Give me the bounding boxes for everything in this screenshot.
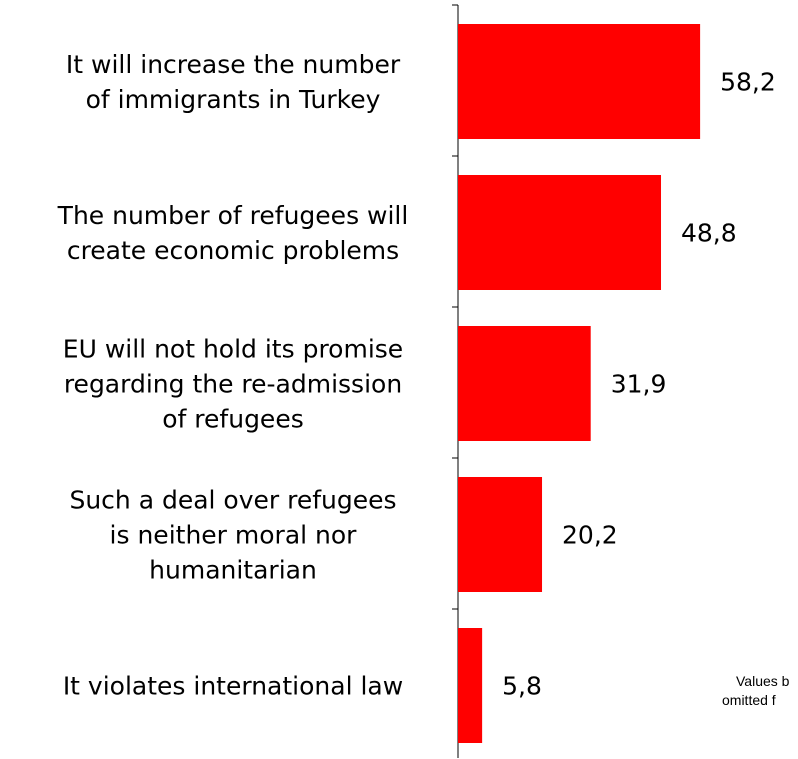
bar — [458, 477, 543, 592]
bars — [458, 24, 701, 743]
data-label: 48,8 — [681, 219, 737, 248]
bar — [458, 628, 483, 743]
category-label: EU will not hold its promise regarding th… — [63, 335, 403, 434]
footnote-text: Values b omitted f — [722, 673, 790, 708]
category-labels: It will increase the number of immigrants… — [57, 50, 409, 701]
value-labels: 58,2 48,8 31,9 20,2 5,8 — [502, 68, 776, 701]
category-label: Such a deal over refugees is neither mora… — [69, 486, 396, 585]
data-label: 5,8 — [502, 672, 542, 701]
category-label: It will increase the number of immigrants… — [66, 50, 401, 114]
data-label: 20,2 — [562, 521, 618, 550]
bar — [458, 175, 662, 290]
category-label: The number of refugees will create econom… — [57, 201, 409, 265]
y-axis-ticks — [452, 4, 458, 610]
footnote: Values b omitted f — [722, 673, 790, 708]
bar — [458, 326, 591, 441]
data-label: 31,9 — [611, 370, 667, 399]
data-label: 58,2 — [720, 68, 776, 97]
category-label: It violates international law — [63, 672, 403, 701]
bar — [458, 24, 701, 139]
